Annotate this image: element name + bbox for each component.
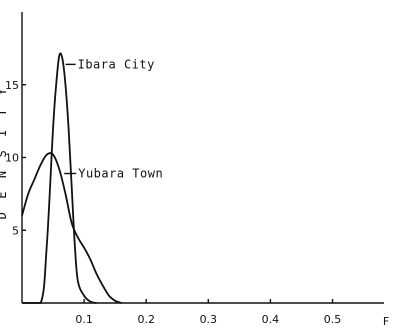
series-line-ibara-city bbox=[22, 52, 97, 304]
x-tick-label: 0.1 bbox=[75, 313, 93, 326]
y-tick-label: 10 bbox=[5, 152, 19, 165]
annotation-yubara-town: Yubara Town bbox=[78, 167, 163, 181]
x-ticks: 0.1 0.2 0.3 0.4 0.5 bbox=[75, 299, 341, 326]
y-axis-label-letter: T bbox=[0, 109, 9, 116]
x-tick-label: 0.3 bbox=[200, 313, 218, 326]
x-axis-label: F bbox=[383, 315, 389, 328]
series-group bbox=[21, 52, 122, 304]
y-tick-label: 15 bbox=[5, 79, 19, 92]
y-axis-label-letter: E bbox=[0, 191, 9, 198]
y-axis-label-letter: Y bbox=[0, 88, 9, 96]
series-line-yubara-town bbox=[21, 152, 122, 304]
y-tick-label: 5 bbox=[12, 224, 19, 237]
y-axis-label-letter: D bbox=[0, 212, 9, 219]
x-tick-label: 0.2 bbox=[137, 313, 155, 326]
y-ticks: 5 10 15 bbox=[5, 79, 26, 237]
x-tick-label: 0.4 bbox=[262, 313, 280, 326]
x-tick-label: 0.5 bbox=[324, 313, 342, 326]
annotation-ibara-city: Ibara City bbox=[78, 57, 155, 71]
annotations: Ibara City Yubara Town bbox=[64, 57, 163, 181]
y-axis-label-letter: I bbox=[0, 130, 9, 137]
y-axis-label-letter: S bbox=[0, 150, 9, 157]
y-axis-label: D E N S I T Y bbox=[0, 88, 9, 220]
y-axis-label-letter: N bbox=[0, 171, 9, 178]
